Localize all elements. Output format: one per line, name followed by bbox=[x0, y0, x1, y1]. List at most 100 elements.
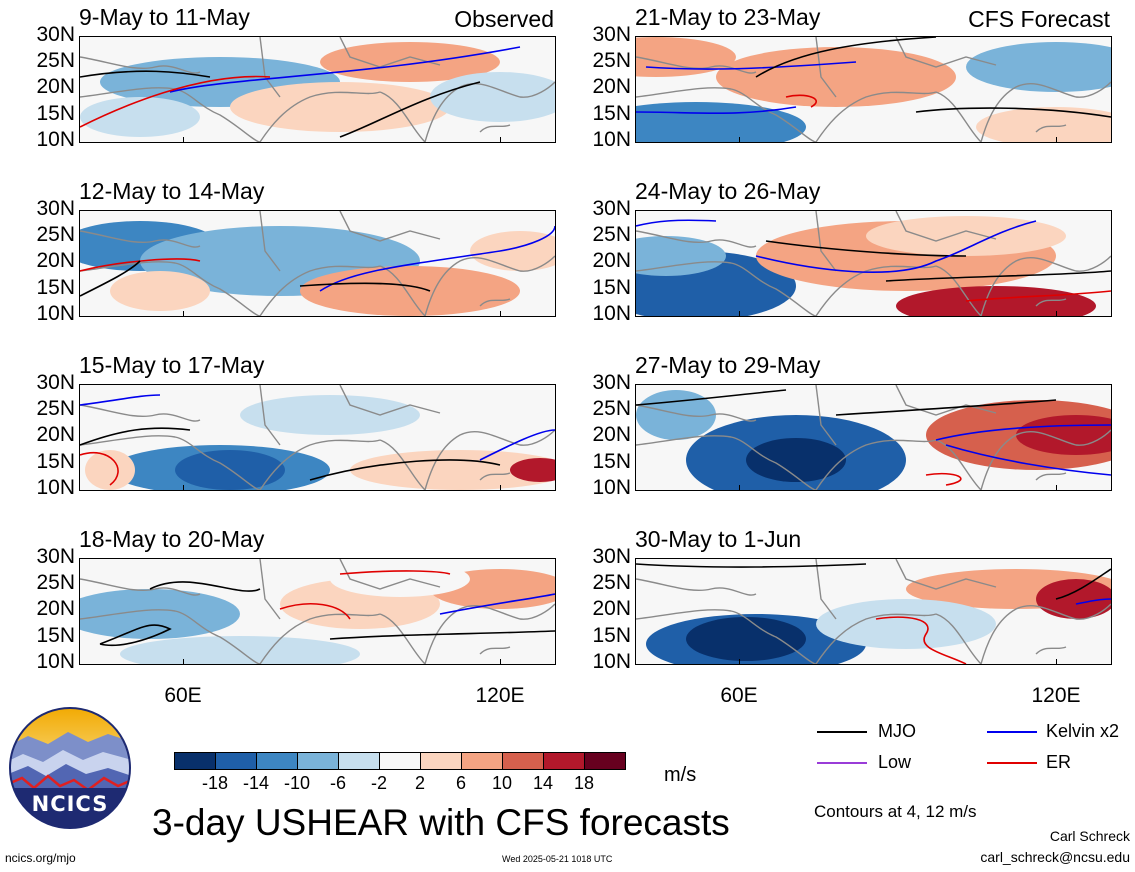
coastline bbox=[895, 559, 997, 590]
coastline bbox=[424, 255, 555, 316]
lon-tick bbox=[1056, 659, 1057, 664]
contour-note: Contours at 4, 12 m/s bbox=[814, 802, 977, 821]
lat-label: 10N bbox=[36, 302, 75, 325]
lat-label: 25N bbox=[592, 397, 631, 420]
colorbar-label: 10 bbox=[491, 773, 513, 793]
lat-label: 10N bbox=[592, 476, 631, 499]
contour-line bbox=[885, 270, 1111, 282]
coastline bbox=[379, 91, 426, 142]
contour-line bbox=[80, 427, 191, 446]
coastline bbox=[636, 435, 817, 490]
contour-line bbox=[965, 290, 1111, 302]
email-link[interactable]: carl_schreck@ncsu.edu bbox=[980, 849, 1130, 865]
panel-title: 21-May to 23-May bbox=[635, 4, 821, 30]
lat-label: 20N bbox=[592, 597, 631, 620]
lat-label: 30N bbox=[592, 545, 631, 568]
lat-label: 30N bbox=[592, 197, 631, 220]
shear-map bbox=[636, 211, 1111, 316]
lat-label: 15N bbox=[592, 276, 631, 299]
colorbar-label: 18 bbox=[573, 773, 595, 793]
lon-tick bbox=[500, 137, 501, 142]
lat-label: 15N bbox=[36, 276, 75, 299]
colorbar-swatch bbox=[502, 752, 544, 770]
shear-map bbox=[636, 559, 1111, 664]
coastline bbox=[815, 37, 837, 98]
contour-line bbox=[339, 570, 451, 575]
lon-tick bbox=[739, 311, 740, 316]
contour-line bbox=[99, 624, 172, 647]
colorbar-swatch bbox=[256, 752, 298, 770]
lat-label: 10N bbox=[36, 476, 75, 499]
coastline bbox=[815, 211, 837, 272]
colorbar-swatch bbox=[461, 752, 503, 770]
contour-line bbox=[329, 630, 555, 640]
coastline bbox=[80, 578, 201, 596]
contour-line bbox=[835, 399, 1057, 416]
forecast-label: CFS Forecast bbox=[968, 6, 1110, 32]
lat-label: 15N bbox=[592, 624, 631, 647]
coastline bbox=[424, 429, 555, 490]
coastline bbox=[935, 265, 982, 316]
panel-title: 15-May to 17-May bbox=[79, 352, 265, 378]
coastline bbox=[636, 56, 757, 74]
lat-label: 25N bbox=[36, 49, 75, 72]
lat-label: 20N bbox=[36, 75, 75, 98]
lat-label: 15N bbox=[36, 102, 75, 125]
lon-tick bbox=[183, 311, 184, 316]
coastline bbox=[980, 603, 1111, 664]
lon-label-120e-left: 120E bbox=[475, 684, 525, 707]
site-link[interactable]: ncics.org/mjo bbox=[5, 851, 76, 865]
coastline bbox=[636, 578, 757, 596]
coastline bbox=[259, 439, 381, 490]
lat-label: 10N bbox=[592, 650, 631, 673]
lat-label: 15N bbox=[592, 102, 631, 125]
main-title: 3-day USHEAR with CFS forecasts bbox=[152, 802, 730, 843]
legend-line-kelvin bbox=[987, 731, 1037, 733]
coastline bbox=[80, 230, 201, 248]
colorbar-swatch bbox=[338, 752, 380, 770]
lat-label: 10N bbox=[36, 128, 75, 151]
lat-label: 20N bbox=[592, 423, 631, 446]
lon-tick bbox=[500, 659, 501, 664]
contour-line bbox=[80, 394, 161, 406]
colorbar-label: -2 bbox=[370, 773, 387, 793]
contour-line bbox=[149, 581, 261, 592]
contour-line bbox=[80, 260, 141, 297]
contour-line bbox=[479, 429, 555, 461]
coastline bbox=[895, 211, 997, 242]
lat-label: 30N bbox=[36, 197, 75, 220]
contour-line bbox=[785, 94, 818, 108]
coastline bbox=[479, 646, 511, 655]
colorbar-label: -6 bbox=[329, 773, 346, 793]
contour-line bbox=[875, 616, 967, 664]
contour-line bbox=[299, 282, 431, 292]
colorbar-swatch bbox=[174, 752, 216, 770]
colorbar-label: -10 bbox=[283, 773, 310, 793]
contour-line bbox=[636, 219, 717, 227]
lon-tick bbox=[1056, 311, 1057, 316]
colorbar-label: -14 bbox=[242, 773, 269, 793]
contour-line bbox=[80, 452, 119, 486]
colorbar-swatch bbox=[584, 752, 626, 770]
coastline bbox=[815, 91, 937, 142]
lat-label: 25N bbox=[36, 397, 75, 420]
coastline bbox=[479, 472, 511, 481]
coastline bbox=[980, 255, 1111, 316]
coastline bbox=[339, 385, 441, 416]
lat-label: 25N bbox=[36, 223, 75, 246]
author: Carl Schreck bbox=[1049, 828, 1130, 844]
lon-tick bbox=[183, 659, 184, 664]
colorbar-label: 14 bbox=[532, 773, 554, 793]
coastline bbox=[259, 91, 381, 142]
contour-line bbox=[636, 389, 787, 406]
colorbar-swatch bbox=[297, 752, 339, 770]
lat-label: 25N bbox=[592, 223, 631, 246]
lon-tick bbox=[739, 659, 740, 664]
coastline bbox=[80, 261, 261, 316]
contour-line bbox=[80, 75, 271, 128]
lat-label: 20N bbox=[36, 597, 75, 620]
coastline bbox=[895, 37, 997, 68]
lon-tick bbox=[739, 137, 740, 142]
lat-label: 20N bbox=[36, 249, 75, 272]
colorbar-label: 2 bbox=[414, 773, 425, 793]
